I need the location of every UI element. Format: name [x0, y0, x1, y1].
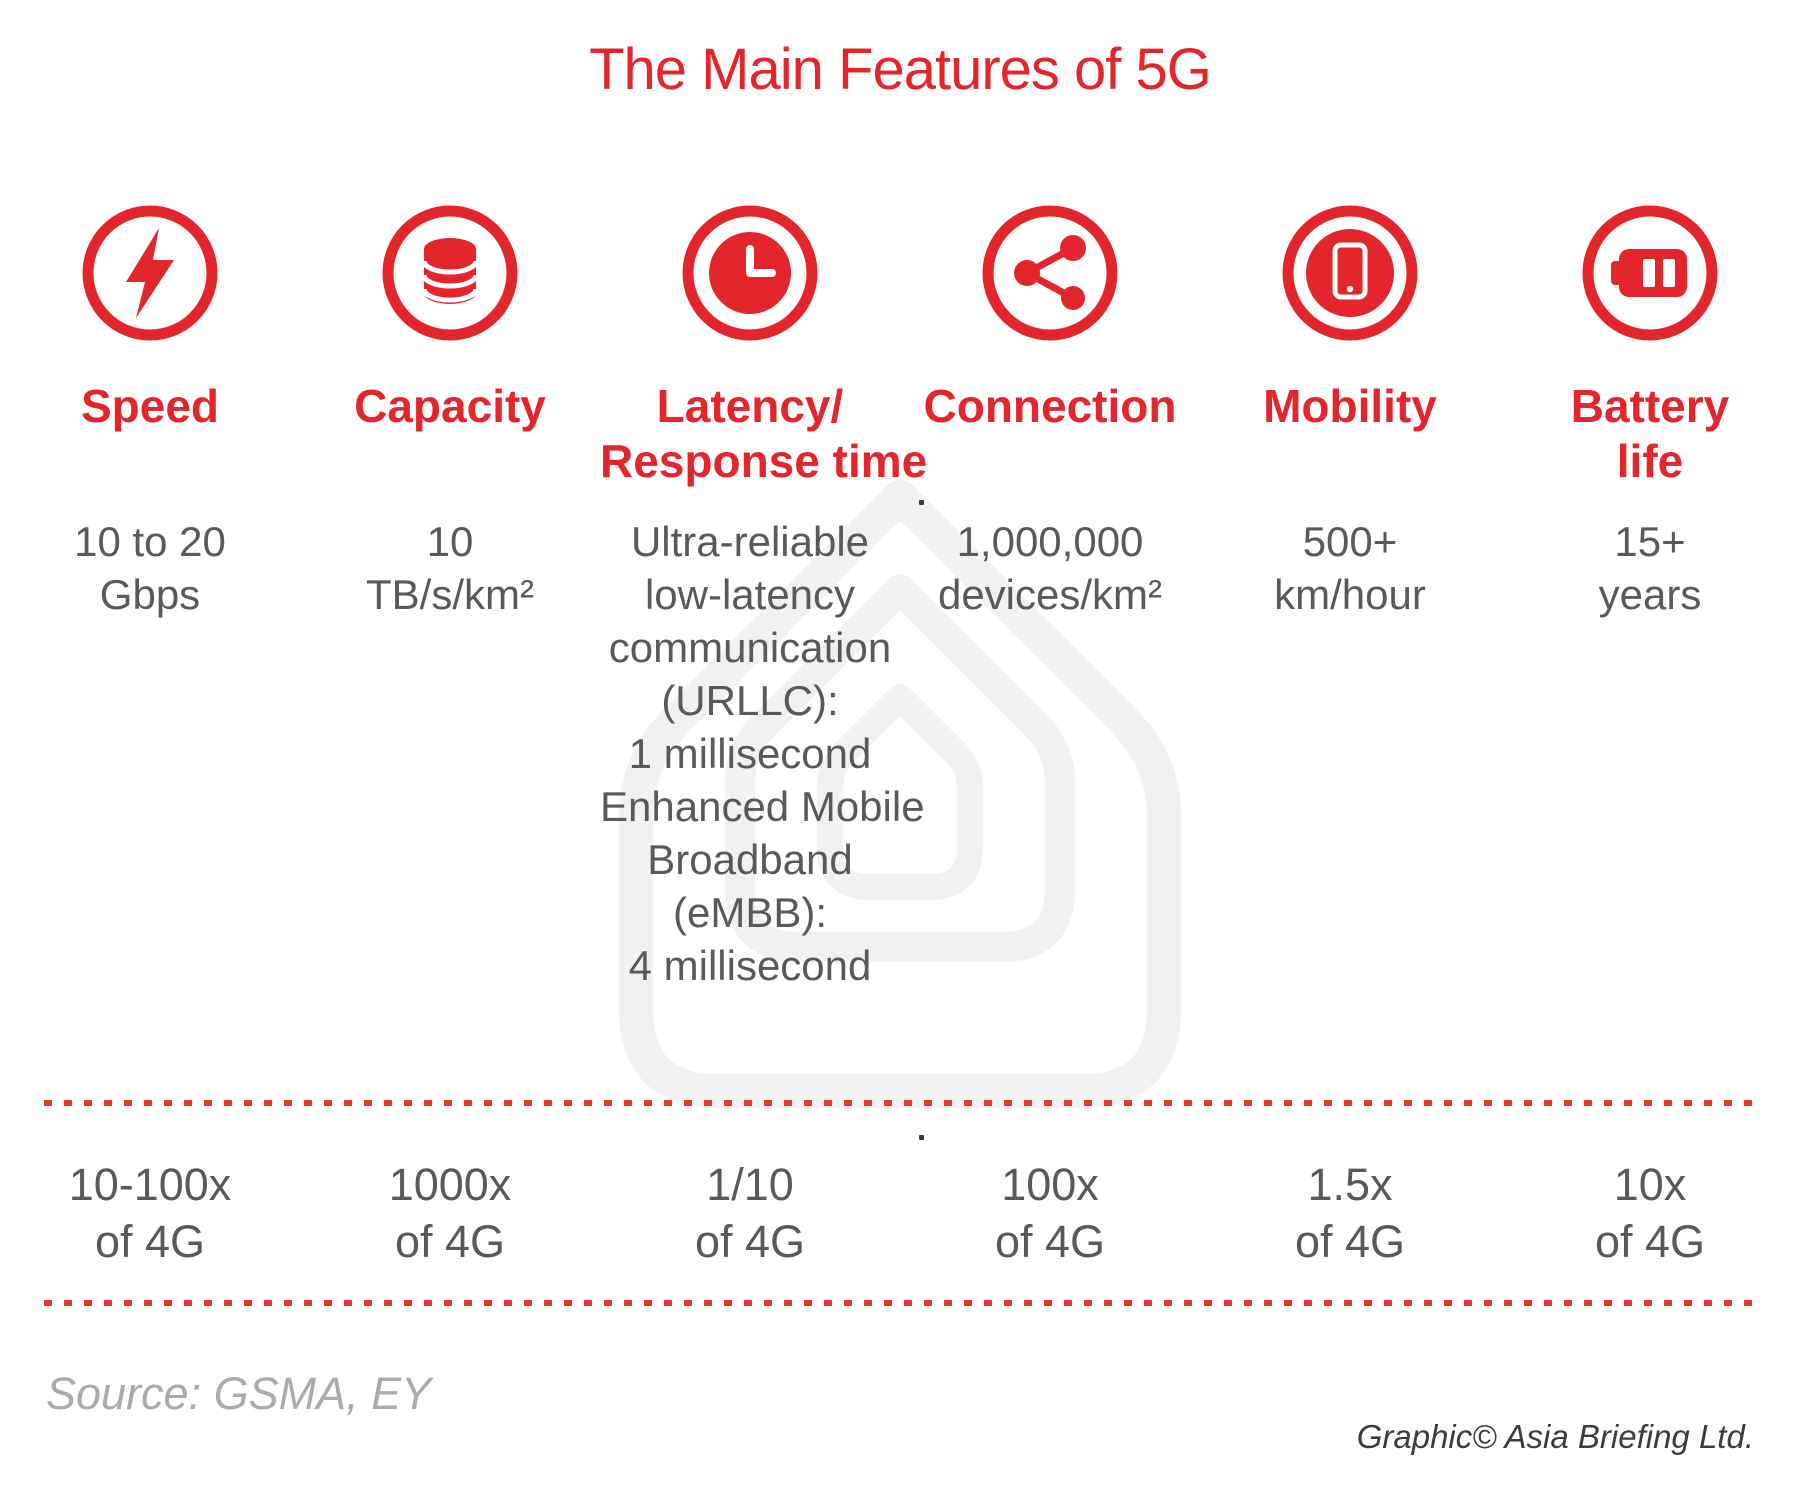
comparison-item: 1000x of 4G [388, 1159, 512, 1267]
feature-value: Ultra-reliable low-latency communication (U… [600, 518, 925, 989]
share-icon [980, 203, 1120, 343]
feature-label: Battery life [1570, 380, 1730, 487]
comparison-item: 100x of 4G [994, 1159, 1106, 1267]
comparison-row: 10-100x of 4G 1000x of 4G 1/10 of 4G 100x of… [0, 1156, 1800, 1270]
feature-column: Latency/Response time Ultra-reliable low-… [600, 203, 928, 992]
dotted-divider-top [44, 1100, 1756, 1106]
feature-label: Connection [923, 380, 1177, 432]
page-title: The Main Features of 5G [589, 37, 1212, 102]
feature-label: Capacity [354, 380, 546, 432]
feature-value: 1,000,000 devices/km² [937, 518, 1163, 618]
credit-text: Graphic© Asia Briefing Ltd. [1356, 1418, 1754, 1455]
comparison-item: 1.5x of 4G [1294, 1159, 1406, 1267]
smartphone-icon [1280, 203, 1420, 343]
database-icon [380, 203, 520, 343]
feature-column: Speed 10 to 20 Gbps [0, 203, 300, 992]
feature-column: Connection 1,000,000 devices/km² [900, 203, 1200, 992]
dotted-divider-bottom [44, 1300, 1756, 1306]
dot-mark [919, 1135, 924, 1140]
comparison-item: 10x of 4G [1594, 1159, 1706, 1267]
watermark-logo [619, 480, 1181, 1108]
feature-column: Capacity 10 TB/s/km² [300, 203, 600, 992]
clock-icon [680, 203, 820, 343]
feature-label: Mobility [1263, 380, 1437, 432]
comparison-item: 10-100x of 4G [68, 1159, 232, 1267]
source-text: Source: GSMA, EY [46, 1368, 432, 1419]
feature-label: Latency/Response time [600, 380, 928, 487]
feature-value: 10 TB/s/km² [366, 518, 534, 618]
feature-value: 10 to 20 Gbps [74, 518, 226, 618]
feature-value: 500+ km/hour [1274, 518, 1426, 618]
lightning-icon [80, 203, 220, 343]
features-grid: Speed 10 to 20 Gbps Capacity 10 TB/s/km² L… [0, 203, 1800, 992]
battery-icon [1580, 203, 1720, 343]
feature-label: Speed [80, 380, 220, 432]
feature-column: Mobility 500+ km/hour [1200, 203, 1500, 992]
dot-mark [919, 500, 924, 505]
feature-value: 15+ years [1598, 518, 1702, 618]
comparison-item: 1/10 of 4G [694, 1159, 806, 1267]
feature-column: Battery life 15+ years [1500, 203, 1800, 992]
